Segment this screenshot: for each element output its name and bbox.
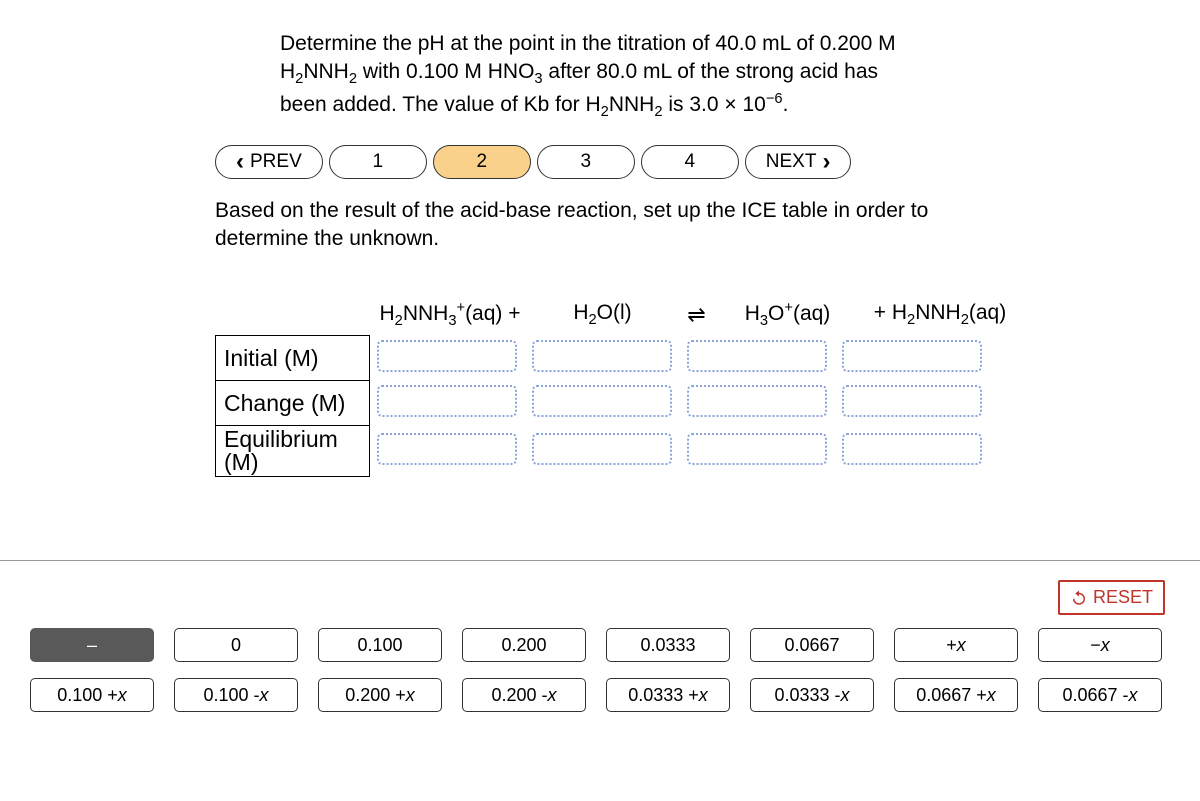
table-row: Initial (M) bbox=[216, 336, 990, 381]
species-1: H2NNH3+(aq) + bbox=[370, 300, 530, 329]
tile[interactable]: 0.100 bbox=[318, 628, 442, 662]
tile[interactable]: 0.0333 - x bbox=[750, 678, 874, 712]
table-row: Equilibrium (M) bbox=[216, 426, 990, 477]
step-nav: PREV 1 2 3 4 NEXT bbox=[215, 145, 1200, 179]
drop-target[interactable] bbox=[842, 340, 982, 372]
tile[interactable]: 0.0333 bbox=[606, 628, 730, 662]
tile[interactable]: 0.200 bbox=[462, 628, 586, 662]
drop-target[interactable] bbox=[377, 340, 517, 372]
species-4: + H2NNH2(aq) bbox=[860, 301, 1020, 328]
drop-target[interactable] bbox=[842, 433, 982, 465]
reset-label: RESET bbox=[1093, 587, 1153, 608]
tile[interactable]: 0.100 - x bbox=[174, 678, 298, 712]
instruction-text: Based on the result of the acid-base rea… bbox=[215, 197, 935, 252]
tile-row-1: – 0 0.100 0.200 0.0333 0.0667 +x −x bbox=[30, 628, 1170, 662]
step-2[interactable]: 2 bbox=[433, 145, 531, 179]
tile[interactable]: +x bbox=[894, 628, 1018, 662]
next-button[interactable]: NEXT bbox=[745, 145, 852, 179]
drop-target[interactable] bbox=[687, 433, 827, 465]
ice-equation-header: H2NNH3+(aq) + H2O(l) ⇌ H3O+(aq) + H2NNH2… bbox=[370, 300, 1200, 329]
ice-table-region: H2NNH3+(aq) + H2O(l) ⇌ H3O+(aq) + H2NNH2… bbox=[215, 300, 1200, 477]
row-label-equilibrium: Equilibrium (M) bbox=[216, 426, 370, 477]
tile[interactable]: 0.0333 + x bbox=[606, 678, 730, 712]
tile[interactable]: −x bbox=[1038, 628, 1162, 662]
drop-target[interactable] bbox=[532, 340, 672, 372]
step-3[interactable]: 3 bbox=[537, 145, 635, 179]
drop-target[interactable] bbox=[842, 385, 982, 417]
tile[interactable]: 0 bbox=[174, 628, 298, 662]
species-3: H3O+(aq) bbox=[715, 300, 860, 329]
drop-target[interactable] bbox=[377, 433, 517, 465]
equilibrium-arrows-icon: ⇌ bbox=[675, 302, 715, 328]
drop-target[interactable] bbox=[377, 385, 517, 417]
table-row: Change (M) bbox=[216, 381, 990, 426]
step-1[interactable]: 1 bbox=[329, 145, 427, 179]
drop-target[interactable] bbox=[532, 433, 672, 465]
species-2: H2O(l) bbox=[530, 301, 675, 328]
drop-target[interactable] bbox=[532, 385, 672, 417]
ice-table: Initial (M) Change (M) Equilibrium (M) bbox=[215, 335, 990, 477]
step-4[interactable]: 4 bbox=[641, 145, 739, 179]
tile[interactable]: 0.200 + x bbox=[318, 678, 442, 712]
row-label-change: Change (M) bbox=[216, 381, 370, 426]
divider bbox=[0, 560, 1200, 561]
prev-button[interactable]: PREV bbox=[215, 145, 323, 179]
tile[interactable]: 0.0667 + x bbox=[894, 678, 1018, 712]
tile-row-2: 0.100 + x 0.100 - x 0.200 + x 0.200 - x … bbox=[30, 678, 1170, 712]
tile[interactable]: 0.200 - x bbox=[462, 678, 586, 712]
tile[interactable]: – bbox=[30, 628, 154, 662]
answer-tiles: – 0 0.100 0.200 0.0333 0.0667 +x −x 0.10… bbox=[30, 628, 1170, 728]
drop-target[interactable] bbox=[687, 385, 827, 417]
reset-button[interactable]: RESET bbox=[1058, 580, 1165, 615]
tile[interactable]: 0.100 + x bbox=[30, 678, 154, 712]
reset-icon bbox=[1070, 589, 1088, 607]
tile[interactable]: 0.0667 - x bbox=[1038, 678, 1162, 712]
question-text: Determine the pH at the point in the tit… bbox=[280, 30, 920, 123]
row-label-initial: Initial (M) bbox=[216, 336, 370, 381]
tile[interactable]: 0.0667 bbox=[750, 628, 874, 662]
drop-target[interactable] bbox=[687, 340, 827, 372]
